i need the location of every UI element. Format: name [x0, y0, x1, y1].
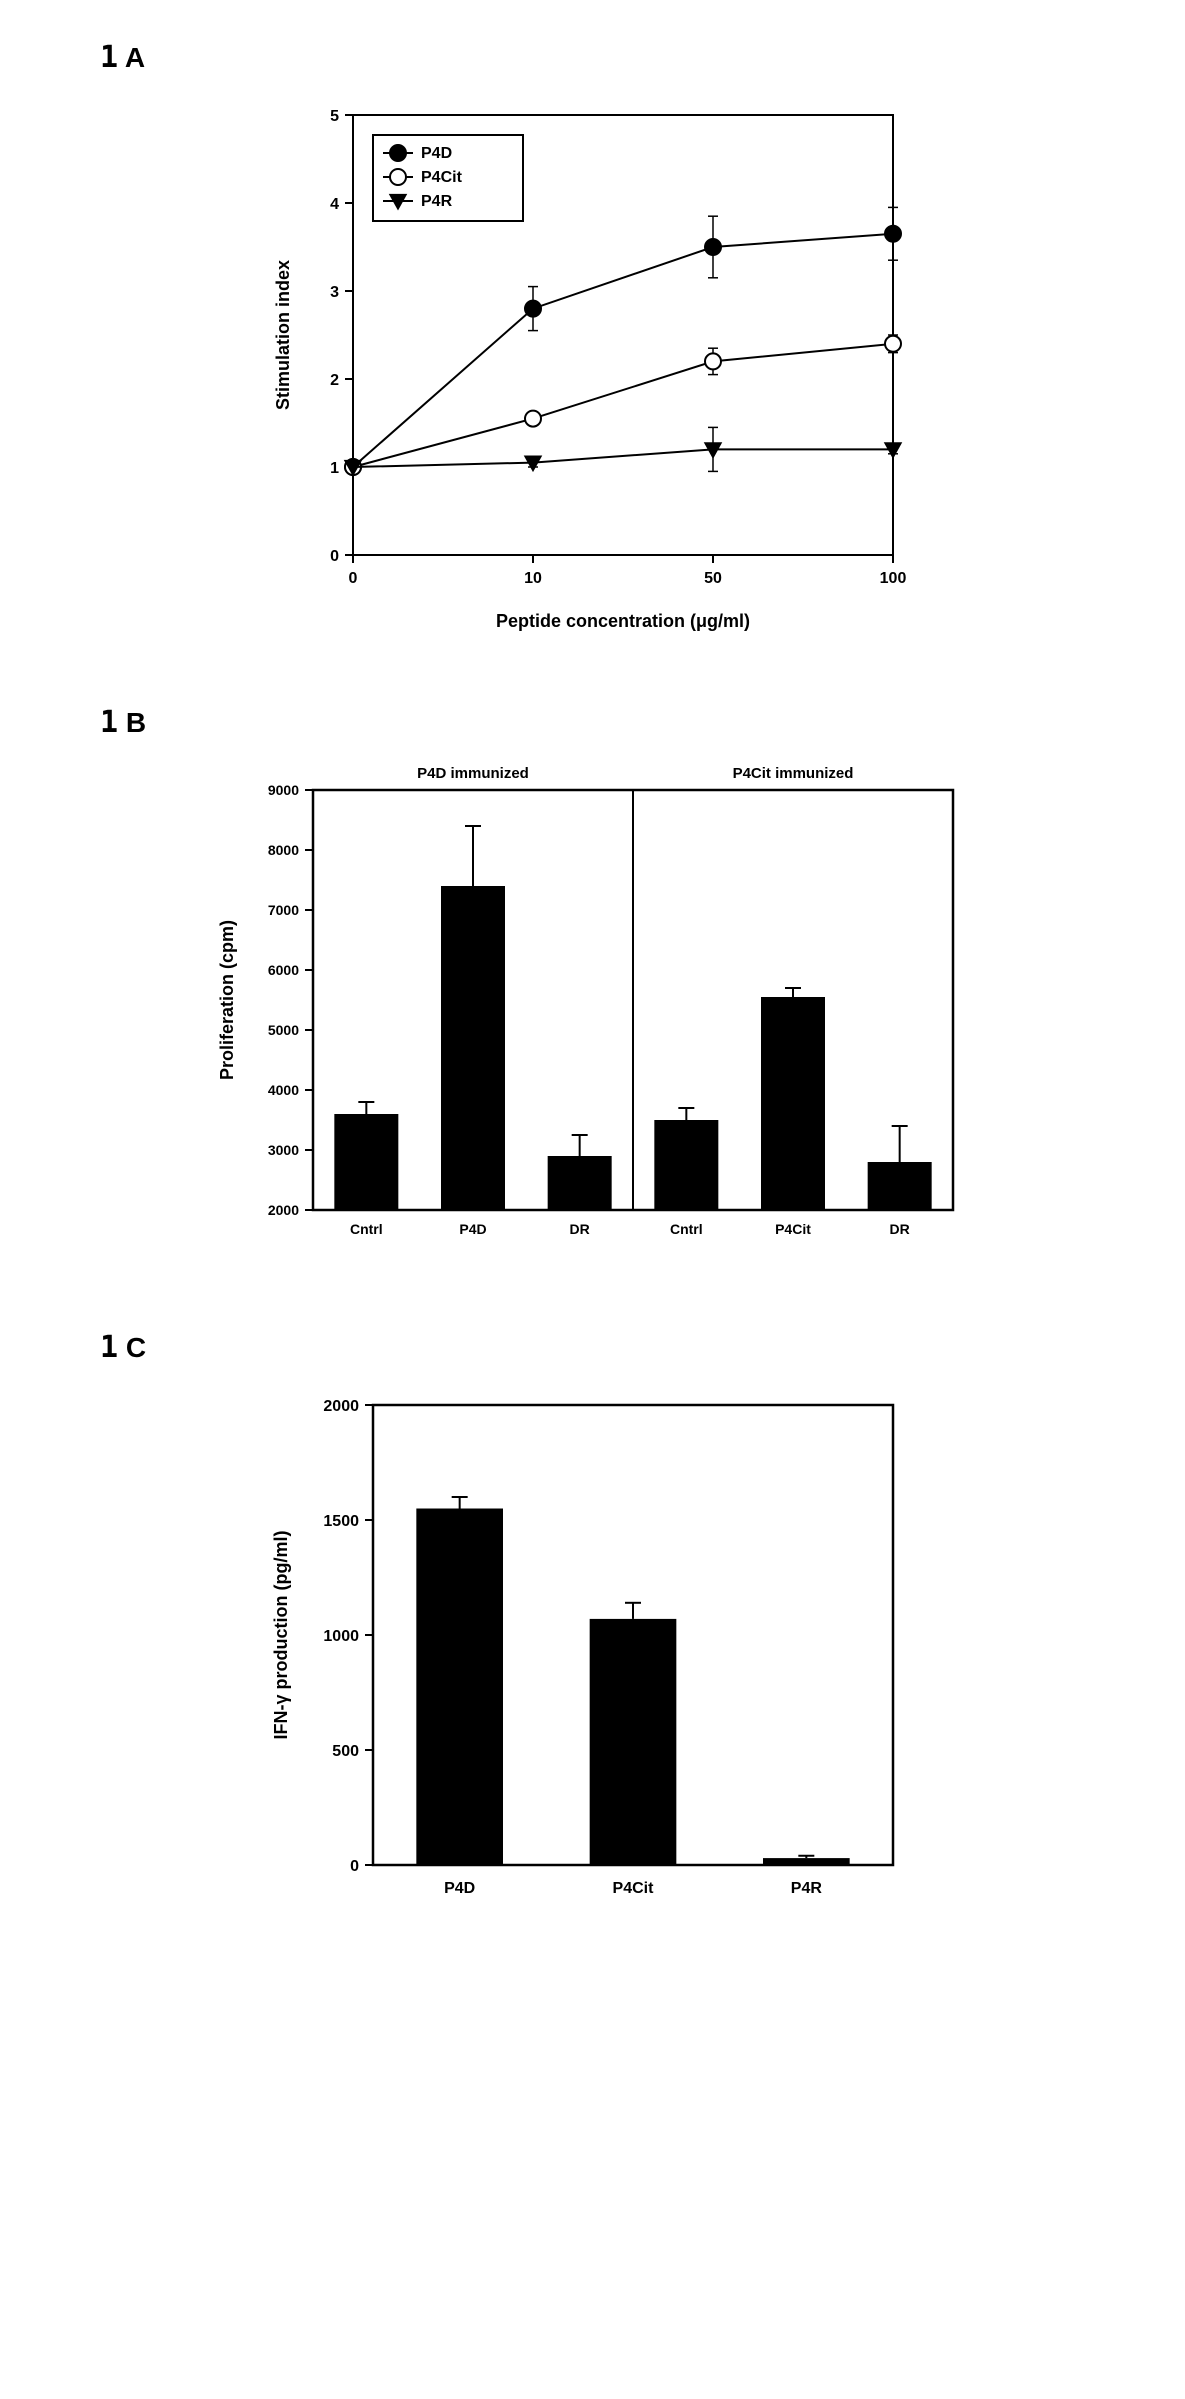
- svg-text:7000: 7000: [267, 902, 298, 918]
- svg-text:100: 100: [879, 570, 906, 587]
- svg-text:2: 2: [330, 372, 339, 389]
- svg-text:10: 10: [524, 570, 542, 587]
- svg-text:1500: 1500: [323, 1513, 359, 1530]
- svg-text:5000: 5000: [267, 1022, 298, 1038]
- svg-text:3000: 3000: [267, 1142, 298, 1158]
- svg-text:1: 1: [330, 460, 339, 477]
- chart-a: 01234501050100Peptide concentration (μg/…: [253, 85, 933, 645]
- panel-a-label: 1 A: [100, 40, 1145, 75]
- svg-text:IFN-γ production (pg/ml): IFN-γ production (pg/ml): [271, 1531, 291, 1740]
- panel-c: 1 C 0 500 1000 1500 2000 IFN-γ production (pg…: [40, 1330, 1145, 1935]
- chart-b: 2000 3000 4000 5000 6000 7000 8000 9000 Prolifer…: [203, 750, 983, 1270]
- svg-text:P4R: P4R: [421, 193, 453, 210]
- panel-c-num: 1: [100, 1330, 118, 1365]
- svg-text:2000: 2000: [267, 1202, 298, 1218]
- svg-text:P4D: P4D: [459, 1221, 486, 1237]
- chart-c: 0 500 1000 1500 2000 IFN-γ production (pg/ml)…: [253, 1375, 933, 1935]
- svg-text:5: 5: [330, 108, 339, 125]
- svg-text:P4R: P4R: [790, 1880, 822, 1897]
- svg-text:Cntrl: Cntrl: [349, 1221, 382, 1237]
- svg-text:9000: 9000: [267, 782, 298, 798]
- svg-text:P4D: P4D: [421, 145, 452, 162]
- panel-a-letter: A: [125, 42, 145, 73]
- svg-text:DR: DR: [889, 1221, 909, 1237]
- svg-text:4000: 4000: [267, 1082, 298, 1098]
- svg-text:P4Cit: P4Cit: [421, 169, 463, 186]
- svg-text:DR: DR: [569, 1221, 589, 1237]
- svg-text:50: 50: [704, 570, 722, 587]
- svg-text:0: 0: [330, 548, 339, 565]
- svg-text:1000: 1000: [323, 1628, 359, 1645]
- panel-a-num: 1: [100, 40, 118, 75]
- svg-text:0: 0: [348, 570, 357, 587]
- svg-text:0: 0: [350, 1858, 359, 1875]
- panel-b-label: 1 B: [100, 705, 1145, 740]
- svg-text:P4Cit: P4Cit: [612, 1880, 654, 1897]
- svg-text:Peptide concentration (μg/ml): Peptide concentration (μg/ml): [495, 611, 749, 631]
- panel-c-label: 1 C: [100, 1330, 1145, 1365]
- panel-a: 1 A 01234501050100Peptide concentration …: [40, 40, 1145, 645]
- svg-text:3: 3: [330, 284, 339, 301]
- panel-b-letter: B: [126, 707, 146, 738]
- svg-text:P4Cit: P4Cit: [775, 1221, 811, 1237]
- panel-c-letter: C: [126, 1332, 146, 1363]
- svg-text:P4D immunized: P4D immunized: [417, 765, 529, 782]
- svg-text:P4D: P4D: [444, 1880, 475, 1897]
- svg-text:500: 500: [332, 1743, 359, 1760]
- svg-text:8000: 8000: [267, 842, 298, 858]
- svg-text:P4Cit immunized: P4Cit immunized: [732, 765, 853, 782]
- svg-text:Proliferation (cpm): Proliferation (cpm): [217, 920, 237, 1080]
- panel-b-num: 1: [100, 705, 118, 740]
- svg-text:2000: 2000: [323, 1398, 359, 1415]
- svg-text:4: 4: [330, 196, 339, 213]
- svg-text:Cntrl: Cntrl: [669, 1221, 702, 1237]
- svg-text:Stimulation index: Stimulation index: [273, 260, 293, 410]
- panel-b: 1 B 2000 3000 4000 5000 6000 7000 8000 9000 Prol…: [40, 705, 1145, 1270]
- svg-text:6000: 6000: [267, 962, 298, 978]
